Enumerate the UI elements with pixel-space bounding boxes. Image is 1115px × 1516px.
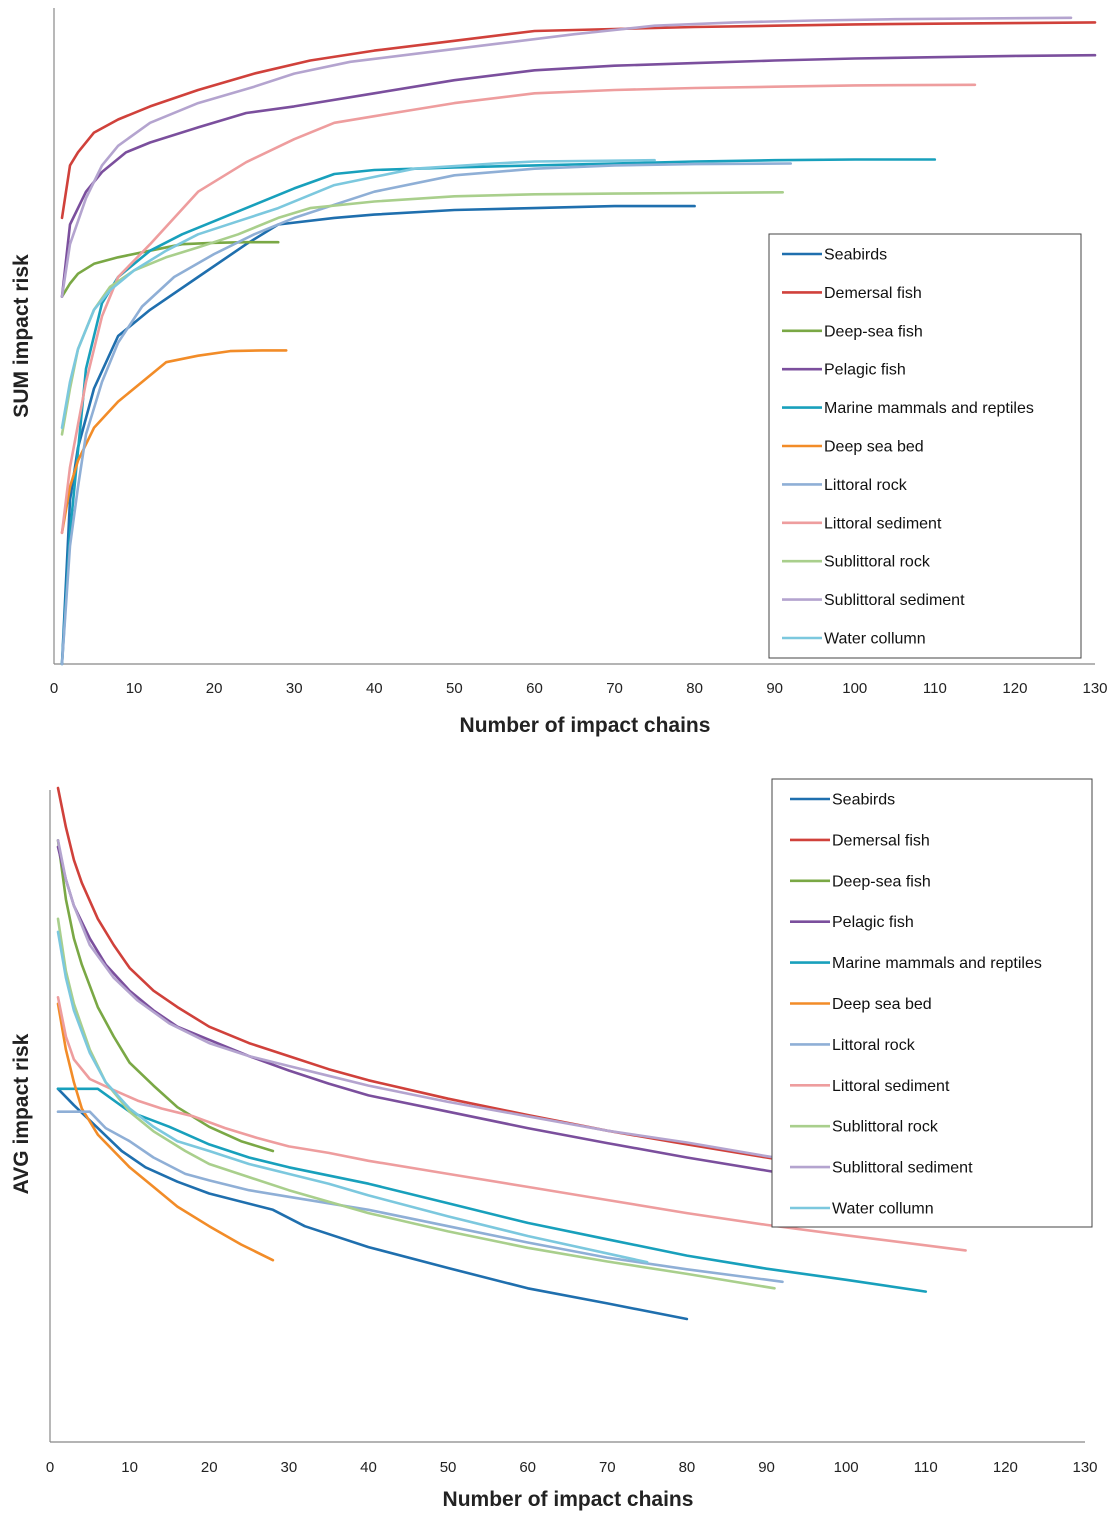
top-legend-label-littoral-rock: Littoral rock (824, 477, 908, 494)
top-x-tick-label: 70 (606, 680, 623, 697)
top-x-tick-label: 130 (1082, 680, 1107, 697)
bottom-legend-label-littoral-rock: Littoral rock (832, 1037, 916, 1054)
top-line-deep-sea-fish (60, 240, 280, 298)
bottom-x-tick-label: 130 (1072, 1459, 1097, 1476)
bottom-line-littoral-rock (56, 1110, 784, 1284)
bottom-line-deep-sea-fish (56, 838, 275, 1153)
bottom-legend-label-pelagic-fish: Pelagic fish (832, 914, 914, 931)
bottom-legend-label-sublittoral-sediment: Sublittoral sediment (832, 1160, 973, 1177)
bottom-line-seabirds (56, 1087, 689, 1321)
top-x-tick-label: 120 (1002, 680, 1027, 697)
bottom-legend-label-sublittoral-rock: Sublittoral rock (832, 1119, 939, 1136)
top-x-tick-label: 0 (50, 680, 58, 697)
bottom-legend-label-water-collumn: Water collumn (832, 1201, 934, 1218)
top-line-marine-mammals-and-reptiles (60, 158, 937, 666)
bottom-legend: Seabirds Demersal fish Deep-sea fish Pelagi… (771, 778, 1093, 1228)
bottom-legend-label-marine-mammals-and-reptiles: Marine mammals and reptiles (832, 955, 1042, 972)
top-x-tick-label: 30 (286, 680, 303, 697)
bottom-line-deep-sea-bed (56, 1002, 275, 1262)
top-x-tick-label: 100 (842, 680, 867, 697)
bottom-x-tick-label: 10 (121, 1459, 138, 1476)
top-x-axis-label: Number of impact chains (460, 714, 711, 737)
top-x-tick-label: 40 (366, 680, 383, 697)
top-legend: Seabirds Demersal fish Deep-sea fish Pelagi… (768, 233, 1082, 659)
top-line-sublittoral-sediment (60, 16, 1073, 298)
top-line-pelagic-fish (60, 53, 1097, 298)
top-x-tick-label: 110 (923, 680, 947, 697)
bottom-line-sublittoral-rock (56, 917, 776, 1290)
bottom-x-tick-label: 90 (758, 1459, 775, 1476)
top-legend-label-deep-sea-fish: Deep-sea fish (824, 323, 923, 340)
bottom-legend-label-seabirds: Seabirds (832, 792, 895, 809)
bottom-y-axis-label: AVG impact risk (10, 1033, 33, 1194)
bottom-legend-label-demersal-fish: Demersal fish (832, 832, 930, 849)
top-x-tick-label: 20 (206, 680, 223, 697)
bottom-x-tick-label: 40 (360, 1459, 377, 1476)
bottom-x-tick-label: 0 (46, 1459, 54, 1476)
bottom-x-tick-label: 50 (440, 1459, 457, 1476)
top-x-tick-label: 80 (686, 680, 703, 697)
bottom-legend-label-deep-sea-fish: Deep-sea fish (832, 873, 931, 890)
top-line-seabirds (60, 204, 696, 666)
bottom-legend-label-deep-sea-bed: Deep sea bed (832, 996, 932, 1013)
bottom-line-marine-mammals-and-reptiles (56, 1087, 928, 1293)
top-series-lines (60, 16, 1097, 666)
bottom-line-water-collumn (56, 930, 649, 1264)
top-legend-label-sublittoral-rock: Sublittoral rock (824, 554, 931, 571)
top-x-ticks: 0 10 20 30 40 50 60 70 80 90 100 110 120 130 (50, 680, 1108, 697)
bottom-x-axis-label: Number of impact chains (443, 1488, 694, 1511)
top-x-tick-label: 10 (126, 680, 143, 697)
top-line-water-collumn (60, 158, 656, 430)
top-legend-label-sublittoral-sediment: Sublittoral sediment (824, 592, 965, 609)
top-legend-label-pelagic-fish: Pelagic fish (824, 362, 906, 379)
top-line-littoral-rock (60, 162, 793, 666)
top-line-littoral-sediment (60, 83, 977, 535)
top-legend-label-water-collumn: Water collumn (824, 631, 926, 648)
bottom-x-tick-label: 70 (599, 1459, 616, 1476)
top-legend-label-deep-sea-bed: Deep sea bed (824, 439, 924, 456)
top-chart: 0 10 20 30 40 50 60 70 80 90 100 110 120 130 Number o… (10, 8, 1108, 737)
bottom-chart: 0 10 20 30 40 50 60 70 80 90 100 110 120 130 Number o… (10, 778, 1098, 1511)
bottom-x-tick-label: 20 (201, 1459, 218, 1476)
top-x-tick-label: 50 (446, 680, 463, 697)
top-y-axis-label: SUM impact risk (10, 254, 33, 418)
bottom-x-tick-label: 60 (519, 1459, 536, 1476)
top-line-sublittoral-rock (60, 191, 785, 436)
bottom-x-tick-label: 110 (914, 1459, 938, 1476)
top-x-tick-label: 60 (526, 680, 543, 697)
top-legend-label-marine-mammals-and-reptiles: Marine mammals and reptiles (824, 400, 1034, 417)
bottom-x-tick-label: 30 (281, 1459, 298, 1476)
bottom-x-tick-label: 100 (834, 1459, 859, 1476)
bottom-x-tick-label: 120 (993, 1459, 1018, 1476)
top-legend-label-demersal-fish: Demersal fish (824, 285, 922, 302)
bottom-x-tick-label: 80 (679, 1459, 696, 1476)
bottom-legend-label-littoral-sediment: Littoral sediment (832, 1078, 950, 1095)
bottom-line-littoral-sediment (56, 995, 967, 1252)
top-line-demersal-fish (60, 21, 1097, 220)
bottom-x-ticks: 0 10 20 30 40 50 60 70 80 90 100 110 120 130 (46, 1459, 1098, 1476)
top-line-deep-sea-bed (60, 349, 288, 535)
top-legend-label-littoral-sediment: Littoral sediment (824, 515, 942, 532)
top-x-tick-label: 90 (766, 680, 783, 697)
top-legend-label-seabirds: Seabirds (824, 247, 887, 264)
